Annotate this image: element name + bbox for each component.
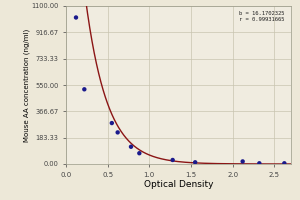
Point (257, 162, 262, 165)
Point (240, 160, 245, 163)
Point (129, 145, 134, 148)
Point (115, 131, 120, 134)
Point (170, 158, 175, 162)
Point (193, 161, 198, 164)
Point (110, 121, 114, 125)
X-axis label: Optical Density: Optical Density (144, 180, 213, 189)
Text: b = 16.1702325
r = 0.99931665: b = 16.1702325 r = 0.99931665 (239, 11, 284, 22)
Point (82, 88, 87, 91)
Point (74, 16, 78, 19)
Point (137, 152, 142, 155)
Y-axis label: Mouse AA concentration (ng/ml): Mouse AA concentration (ng/ml) (23, 28, 30, 142)
Point (282, 162, 287, 165)
